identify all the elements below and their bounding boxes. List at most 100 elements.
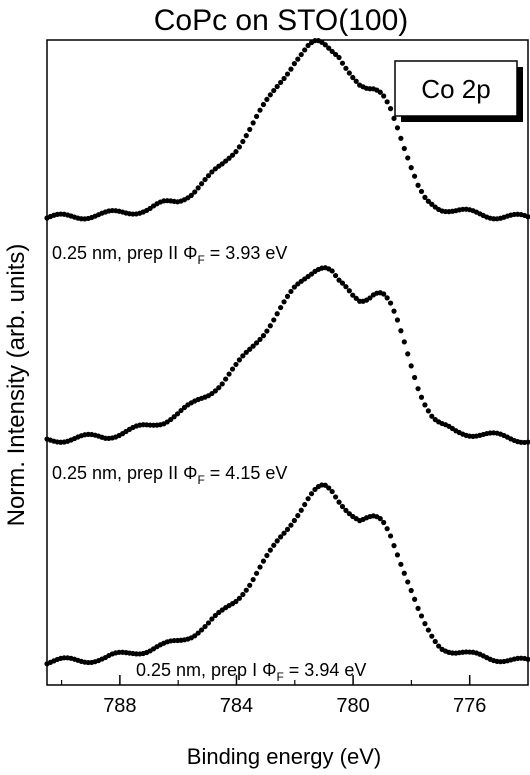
- data-point: [401, 339, 407, 345]
- data-point: [257, 564, 263, 570]
- data-point: [267, 547, 273, 553]
- data-point: [223, 158, 229, 164]
- data-point: [253, 570, 260, 576]
- data-point: [391, 115, 397, 121]
- data-point: [401, 145, 407, 152]
- series-3: [44, 482, 530, 667]
- data-point: [240, 138, 246, 145]
- data-point: [284, 293, 291, 299]
- data-point: [432, 638, 438, 645]
- data-point: [278, 534, 284, 540]
- data-point: [377, 516, 383, 522]
- data-point: [405, 351, 411, 357]
- data-point: [243, 349, 249, 355]
- data-point: [199, 181, 205, 187]
- data-point: [346, 70, 352, 76]
- data-point: [264, 96, 270, 102]
- chart-title: CoPc on STO(100): [154, 4, 409, 37]
- data-point: [377, 89, 383, 95]
- data-point: [418, 394, 425, 400]
- x-tick-label: 784: [220, 695, 253, 717]
- data-point: [178, 407, 184, 414]
- data-point: [312, 486, 318, 493]
- data-point: [394, 552, 401, 558]
- data-point: [381, 93, 387, 99]
- data-point: [308, 491, 315, 497]
- data-point: [278, 79, 284, 86]
- data-point: [288, 288, 294, 295]
- annotation-2-phi: Φ: [183, 463, 197, 483]
- data-point: [202, 623, 208, 630]
- data-point: [219, 381, 225, 387]
- data-point: [302, 501, 308, 508]
- series-annotation-3: 0.25 nm, prep I ΦF = 3.94 eV: [136, 660, 366, 684]
- data-point: [387, 300, 394, 306]
- data-point: [271, 87, 277, 94]
- data-point: [429, 633, 435, 639]
- annotation-1-prefix: 0.25 nm, prep II: [52, 243, 183, 263]
- annotation-1-suffix: = 3.93 eV: [205, 243, 288, 263]
- data-point: [425, 198, 431, 204]
- data-point: [171, 414, 177, 420]
- data-point: [202, 176, 208, 183]
- data-point: [216, 385, 222, 391]
- data-point: [195, 630, 201, 636]
- annotation-2-phi-sub: F: [197, 473, 204, 487]
- data-point: [343, 65, 349, 71]
- y-axis-label: Norm. Intensity (arb. units): [3, 244, 30, 527]
- data-point: [398, 561, 404, 567]
- data-point: [250, 343, 256, 349]
- data-point: [415, 605, 421, 611]
- series-annotation-1: 0.25 nm, prep II ΦF = 3.93 eV: [52, 243, 287, 267]
- data-point: [298, 507, 304, 513]
- data-point: [264, 552, 270, 559]
- data-point: [250, 120, 256, 126]
- data-point: [339, 280, 346, 286]
- data-point: [350, 292, 356, 298]
- data-point: [302, 47, 308, 53]
- data-point: [260, 558, 267, 564]
- data-point: [401, 570, 407, 576]
- data-point: [226, 155, 232, 161]
- data-point: [418, 188, 425, 195]
- data-point: [339, 503, 346, 510]
- data-point: [205, 620, 212, 626]
- data-point: [247, 126, 253, 133]
- data-point: [240, 353, 246, 359]
- data-point: [436, 643, 442, 649]
- data-point: [274, 83, 280, 90]
- data-point: [305, 42, 311, 49]
- data-point: [223, 376, 229, 382]
- data-point: [243, 133, 249, 139]
- data-points: [44, 38, 530, 667]
- data-point: [333, 272, 339, 279]
- data-point: [422, 402, 428, 408]
- data-point: [247, 582, 253, 588]
- annotation-3-phi: Φ: [262, 660, 276, 680]
- data-point: [398, 328, 404, 334]
- data-point: [381, 519, 387, 526]
- data-point: [260, 333, 267, 339]
- annotation-1-phi-sub: F: [197, 253, 204, 267]
- data-point: [346, 288, 352, 294]
- data-point: [219, 161, 225, 167]
- data-point: [192, 189, 198, 195]
- data-point: [408, 165, 414, 171]
- x-axis-label: Binding energy (eV): [187, 744, 381, 769]
- data-point: [394, 317, 401, 323]
- data-point: [353, 295, 359, 301]
- series-2: [44, 265, 530, 446]
- data-point: [271, 542, 277, 548]
- data-point: [281, 299, 287, 305]
- data-point: [267, 323, 273, 329]
- data-point: [250, 576, 256, 583]
- data-point: [343, 284, 349, 290]
- data-point: [174, 411, 181, 417]
- data-point: [326, 45, 332, 51]
- legend-box: [394, 60, 518, 117]
- data-point: [412, 374, 418, 381]
- annotation-2-suffix: = 4.15 eV: [205, 463, 288, 483]
- annotation-2-prefix: 0.25 nm, prep II: [52, 463, 183, 483]
- data-point: [205, 173, 212, 179]
